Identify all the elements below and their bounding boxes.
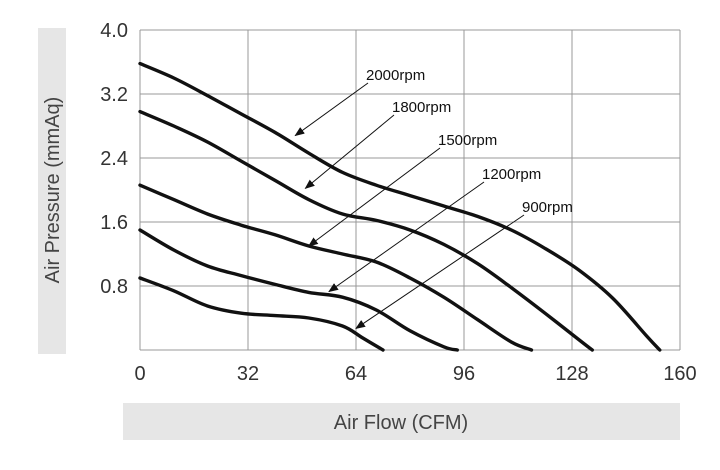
x-tick-label: 32 (237, 363, 259, 385)
series-line-1800rpm (138, 109, 594, 352)
x-tick-label: 0 (134, 363, 145, 385)
y-tick-label: 4.0 (100, 20, 128, 42)
curve-label-1500rpm: 1500rpm (438, 132, 497, 149)
y-axis-title-panel (38, 28, 66, 354)
y-tick-label: 0.8 (100, 276, 128, 298)
curve-label-arrow (307, 147, 441, 247)
x-tick-label: 96 (453, 363, 475, 385)
annotation-layer: 2000rpm 1800rpm 1500rpm 1200rpm 900rpm (294, 67, 573, 329)
curve-label-1200rpm: 1200rpm (482, 166, 541, 183)
y-axis-title: Air Pressure (mmAq) (42, 97, 64, 284)
x-axis-title: Air Flow (CFM) (334, 412, 468, 434)
x-tick-label: 128 (555, 363, 588, 385)
y-tick-label: 1.6 (100, 212, 128, 234)
curve-label-2000rpm: 2000rpm (366, 67, 425, 84)
curve-label-arrow (294, 82, 369, 137)
curve-label-900rpm: 900rpm (522, 199, 573, 216)
series-line-900rpm (138, 276, 385, 352)
series-line-1500rpm (138, 183, 534, 352)
curve-label-arrow (355, 214, 525, 329)
x-axis-title-panel (123, 403, 680, 440)
curve-label-arrow (328, 181, 485, 293)
x-tick-label: 64 (345, 363, 367, 385)
series-line-1200rpm (138, 228, 459, 352)
y-tick-label: 3.2 (100, 84, 128, 106)
series-layer (138, 61, 662, 352)
series-line-2000rpm (138, 61, 662, 352)
x-tick-label: 160 (663, 363, 696, 385)
y-tick-label: 2.4 (100, 148, 128, 170)
curve-label-arrow (304, 114, 395, 190)
curve-label-1800rpm: 1800rpm (392, 99, 451, 116)
tick-layer: 0 32 64 96 128 160 0.8 1.6 2.4 3.2 4.0 (100, 20, 697, 385)
